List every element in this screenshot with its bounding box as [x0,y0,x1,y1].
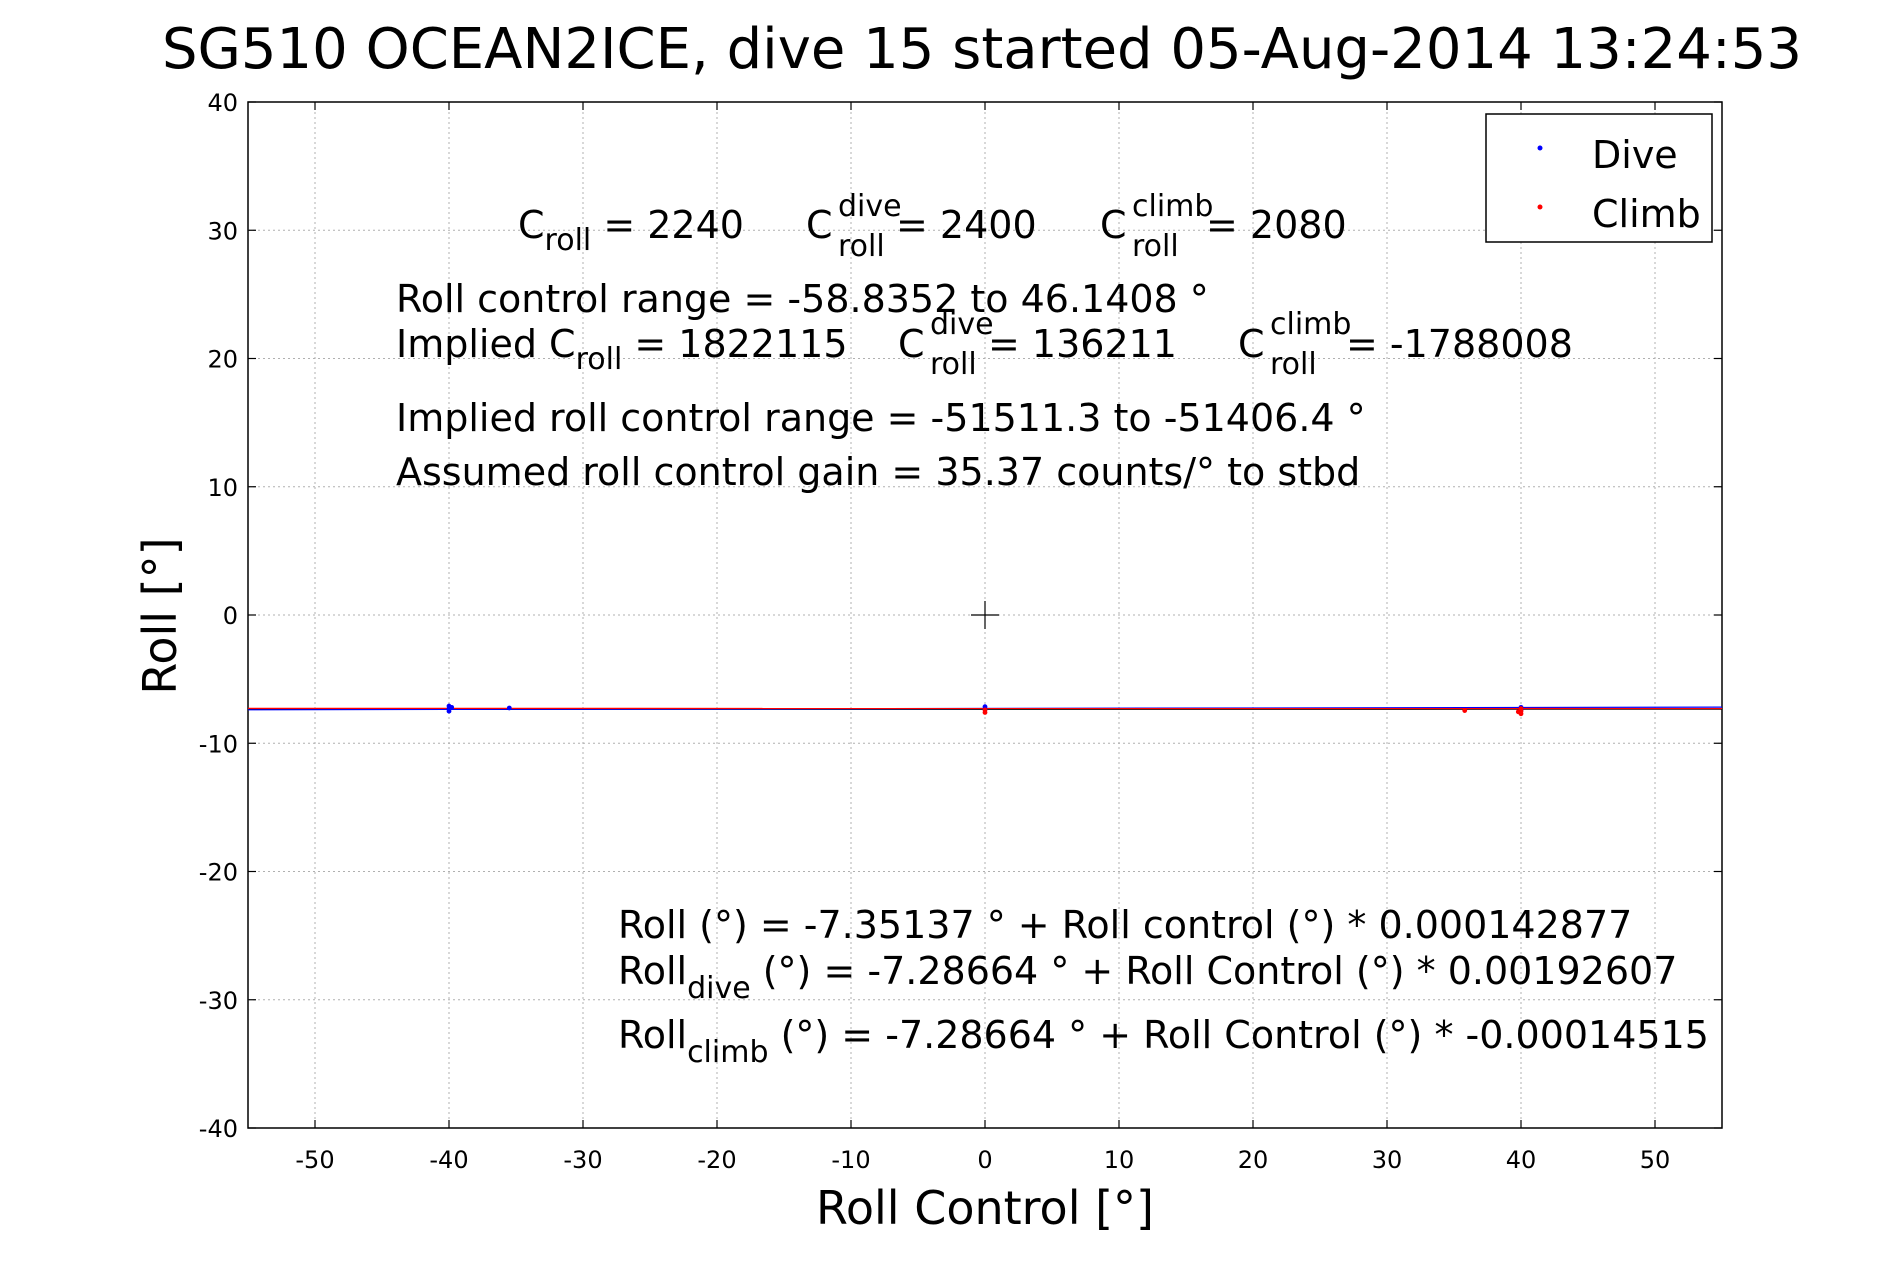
x-tick-label: 50 [1640,1146,1671,1174]
data-points [446,703,1524,717]
x-tick-label: 0 [977,1146,992,1174]
fit-equation-all: Roll (°) = -7.35137 ° + Roll control (°)… [618,903,1632,947]
climb-point [1462,708,1468,713]
implied-c-dive-sup: dive [930,307,994,342]
implied-c-climb-sup: climb [1270,307,1351,342]
legend: Dive Climb [1485,113,1713,243]
x-tick-label: 40 [1506,1146,1537,1174]
y-axis-label: Roll [°] [133,537,187,694]
y-ticks: -40 -30 -20 -10 0 10 20 30 40 [199,89,1722,1143]
implied-c-dive: C [898,322,925,366]
crosshair [971,601,999,629]
y-tick-label: 20 [207,346,238,374]
roll-control-range: Roll control range = -58.8352 to 46.1408… [396,277,1209,321]
chart-title: SG510 OCEAN2ICE, dive 15 started 05-Aug-… [162,17,1802,82]
c-roll-dive-value: = 2400 [896,203,1037,247]
y-tick-label: -20 [199,859,238,887]
climb-point [982,710,988,715]
y-tick-label: -10 [199,730,238,758]
x-ticks: -50 -40 -30 -20 -10 0 10 20 30 40 50 [295,102,1670,1174]
implied-c-climb-sub: roll [1270,347,1317,382]
legend-climb-marker [1537,204,1543,210]
fit-equation-climb: Rollclimb (°) = -7.28664 ° + Roll Contro… [618,1013,1709,1070]
implied-c-dive-sub: roll [930,347,977,382]
x-axis-label: Roll Control [°] [816,1181,1154,1235]
c-roll-dive-sup: dive [838,189,902,224]
c-roll-dive-annotation: C [806,203,833,247]
x-tick-label: -50 [295,1146,334,1174]
y-tick-label: 40 [207,89,238,117]
dive-point [446,708,452,714]
legend-dive-label: Dive [1592,133,1678,177]
assumed-gain: Assumed roll control gain = 35.37 counts… [396,450,1360,494]
x-tick-label: 10 [1104,1146,1135,1174]
dive-point [449,704,455,710]
x-tick-label: -10 [831,1146,870,1174]
legend-dive-marker [1537,145,1543,151]
c-roll-climb-sup: climb [1132,189,1213,224]
c-roll-annotation: Croll = 2240 [518,203,744,258]
legend-box [1485,113,1713,243]
fit-equation-dive: Rolldive (°) = -7.28664 ° + Roll Control… [618,949,1677,1006]
x-tick-label: -30 [563,1146,602,1174]
implied-c-climb-value: = -1788008 [1346,322,1573,366]
c-roll-climb-annotation: C [1100,203,1127,247]
c-roll-dive-sub: roll [838,229,885,264]
c-roll-climb-value: = 2080 [1206,203,1347,247]
y-tick-label: 30 [207,217,238,245]
dive-point [506,705,512,711]
implied-c-climb: C [1238,322,1265,366]
c-roll-climb-sub: roll [1132,229,1179,264]
y-tick-label: -40 [199,1115,238,1143]
implied-c-dive-value: = 136211 [988,322,1177,366]
x-tick-label: -20 [697,1146,736,1174]
y-tick-label: 10 [207,474,238,502]
y-tick-label: 0 [223,602,238,630]
implied-c-roll: Implied Croll = 1822115 [396,322,848,377]
y-tick-label: -30 [199,987,238,1015]
x-tick-label: 20 [1238,1146,1269,1174]
x-tick-label: 30 [1372,1146,1403,1174]
climb-point [1515,709,1521,715]
grid [248,102,1722,1128]
legend-climb-label: Climb [1592,192,1701,236]
implied-roll-control-range: Implied roll control range = -51511.3 to… [396,396,1366,440]
x-tick-label: -40 [429,1146,468,1174]
